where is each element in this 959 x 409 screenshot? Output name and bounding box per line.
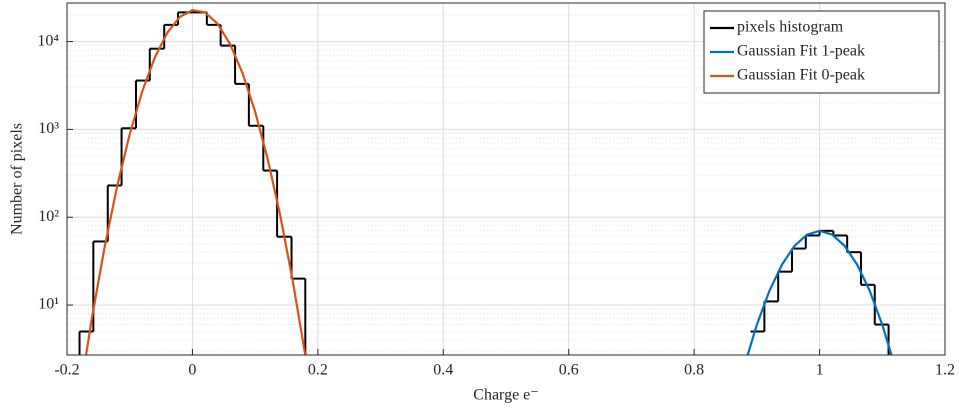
x-tick-label: 0.4 [433, 362, 453, 379]
fit-line [84, 8, 307, 355]
x-tick-label: 0.6 [559, 362, 579, 379]
x-tick-label: -0.2 [54, 362, 79, 379]
x-tick-label: 0.8 [684, 362, 704, 379]
y-axis-label: Number of pixels [9, 123, 26, 235]
x-tick-label: 0 [188, 362, 196, 379]
plot-area [78, 8, 893, 355]
legend-box [703, 10, 940, 94]
y-tick-label: 10⁴ [37, 32, 59, 49]
y-tick-label: 10¹ [38, 296, 59, 313]
fit-line [746, 229, 893, 355]
x-axis-label: Charge e⁻ [473, 387, 538, 404]
axes-box [66, 2, 946, 356]
y-tick-label: 10³ [38, 120, 59, 137]
x-tick-label: 0.2 [308, 362, 328, 379]
x-tick-label: 1 [816, 362, 824, 379]
y-tick-label: 10² [38, 208, 59, 225]
x-tick-label: 1.2 [935, 362, 955, 379]
legend-label: Gaussian Fit 0-peak [737, 67, 865, 84]
legend-label: pixels histogram [737, 19, 844, 36]
legend-label: Gaussian Fit 1-peak [737, 43, 865, 60]
